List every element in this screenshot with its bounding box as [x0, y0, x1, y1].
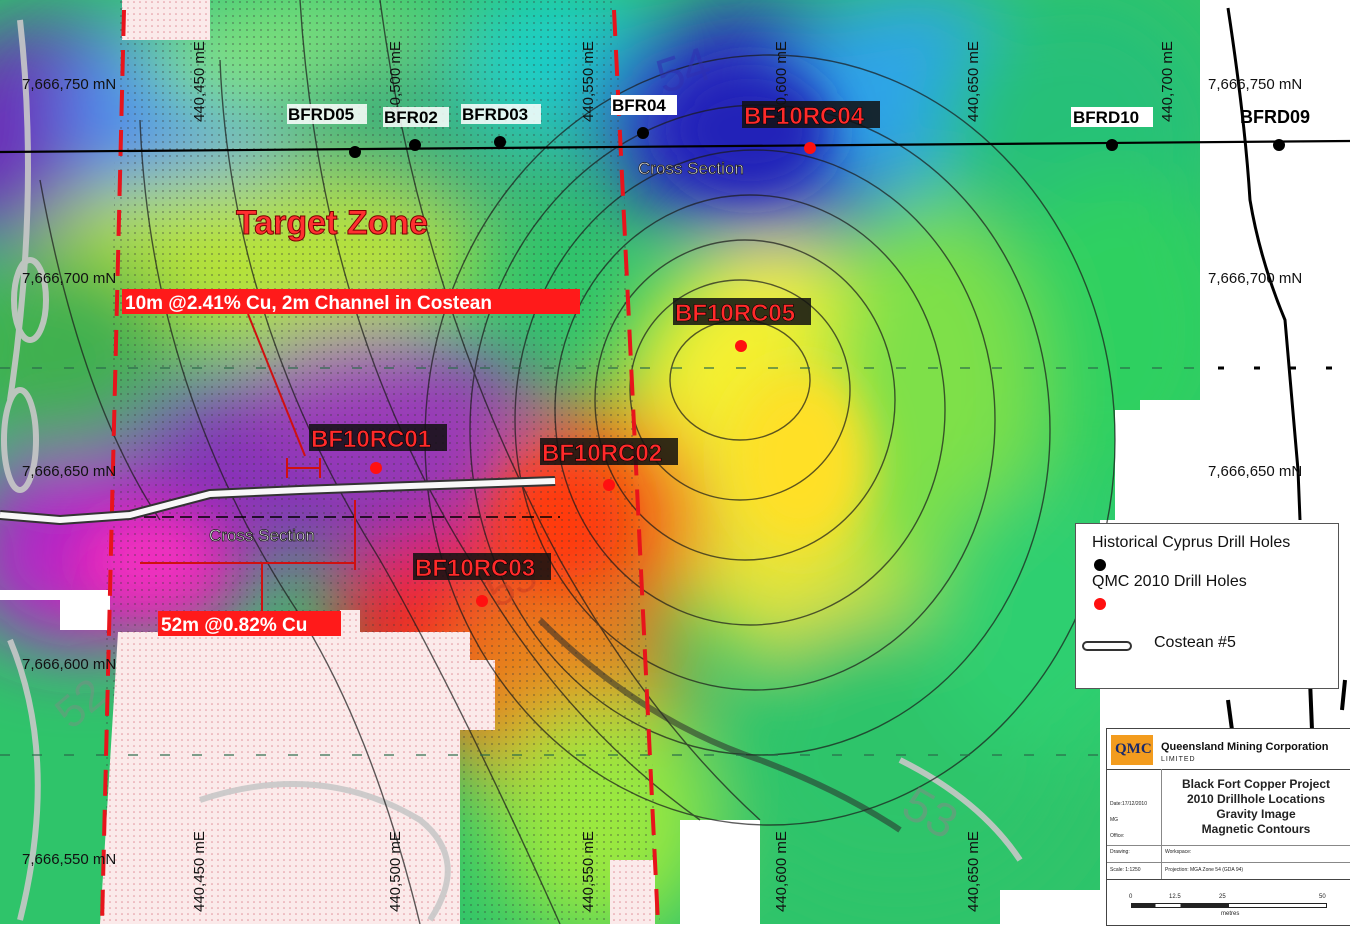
drill-hole-bf10rc02[interactable] [603, 479, 615, 491]
hole-label-bf10rc01: BF10RC01 [311, 426, 431, 453]
hole-label-bfrd09: BFRD09 [1240, 107, 1310, 127]
title-line: 2010 Drillhole Locations [1186, 792, 1326, 806]
hole-label-bf10rc03: BF10RC03 [415, 555, 535, 582]
hole-label-bf10rc02: BF10RC02 [542, 440, 662, 467]
drill-hole-bfr04[interactable] [637, 127, 649, 139]
workspace-field: Workspace: [1165, 849, 1192, 855]
northing-label-left: 7,666,700 mN [22, 270, 116, 287]
drill-hole-bf10rc01[interactable] [370, 462, 382, 474]
easting-label-bottom: 440,650 mE [965, 831, 982, 912]
easting-label-top: 440,450 mE [191, 41, 208, 122]
title-block: QMC Queensland Mining Corporation LIMITE… [1106, 728, 1350, 926]
legend-historical-label: Historical Cyprus Drill Holes [1092, 534, 1291, 551]
hole-label-bf10rc05: BF10RC05 [675, 300, 795, 327]
easting-label-bottom: 440,500 mE [387, 831, 404, 912]
easting-label-bottom: 440,450 mE [191, 831, 208, 912]
scalebar-tick: 12.5 [1169, 894, 1181, 900]
intercept-lower-label: 52m @0.82% Cu [161, 615, 307, 636]
target-zone-label: Target Zone [236, 204, 428, 242]
easting-label-bottom: 440,550 mE [580, 831, 597, 912]
easting-label-bottom: 440,600 mE [773, 831, 790, 912]
drill-hole-bfrd09[interactable] [1273, 139, 1285, 151]
easting-label-top: 440,500 mE [387, 41, 404, 122]
hole-label-bfrd05: BFRD05 [288, 105, 354, 124]
cross-section-label-top: Cross Section [638, 159, 744, 178]
office-field: Office: [1110, 833, 1125, 839]
drawing-field: Drawing: [1110, 849, 1130, 855]
scale-field: Scale: 1:1250 [1110, 867, 1141, 873]
title-line: Gravity Image [1216, 807, 1296, 821]
hole-label-bfrd03: BFRD03 [462, 105, 528, 124]
hole-label-bfr04: BFR04 [612, 96, 666, 115]
easting-label-top: 440,700 mE [1159, 41, 1176, 122]
hole-label-bfrd10: BFRD10 [1073, 108, 1139, 127]
drill-hole-bf10rc04[interactable] [804, 142, 816, 154]
northing-label-right: 7,666,650 mN [1208, 463, 1302, 480]
drill-hole-bfr02[interactable] [409, 139, 421, 151]
hole-label-bfr02: BFR02 [384, 108, 438, 127]
logo-text: QMC [1115, 741, 1152, 757]
legend-qmc-dot [1094, 598, 1106, 610]
northing-label-right: 7,666,700 mN [1208, 270, 1302, 287]
drill-hole-bfrd03[interactable] [494, 136, 506, 148]
scalebar-tick: 0 [1129, 894, 1133, 900]
scalebar-tick: 50 [1319, 894, 1326, 900]
date-field: Date:17/12/2010 [1110, 801, 1147, 807]
company-name: Queensland Mining Corporation [1161, 741, 1329, 753]
northing-label-right: 7,666,750 mN [1208, 76, 1302, 93]
qmc-logo: QMC [1111, 735, 1153, 765]
scalebar-tick: 25 [1219, 894, 1226, 900]
company-sub: LIMITED [1161, 756, 1196, 763]
projection-field: Projection: MGA Zone 54 (GDA 94) [1165, 867, 1244, 873]
legend-historical-dot [1094, 559, 1106, 571]
drawn-field: MG [1110, 817, 1119, 823]
qmc-drill-holes [370, 142, 816, 607]
scalebar-unit: metres [1221, 911, 1240, 917]
intercept-upper-label: 10m @2.41% Cu, 2m Channel in Costean [125, 293, 492, 314]
northing-label-left: 7,666,550 mN [22, 851, 116, 868]
drill-hole-bfrd05[interactable] [349, 146, 361, 158]
drill-hole-bf10rc03[interactable] [476, 595, 488, 607]
drill-hole-bf10rc05[interactable] [735, 340, 747, 352]
cross-section-label-bottom: Cross Section [209, 526, 315, 545]
scale-bar [1131, 903, 1327, 908]
hole-label-bf10rc04: BF10RC04 [744, 103, 865, 130]
title-line: Magnetic Contours [1201, 822, 1311, 836]
northing-label-left: 7,666,600 mN [22, 656, 116, 673]
legend-qmc-label: QMC 2010 Drill Holes [1092, 573, 1247, 590]
map-legend: Historical Cyprus Drill Holes QMC 2010 D… [1075, 523, 1339, 689]
northing-label-left: 7,666,650 mN [22, 463, 116, 480]
project-name: Black Fort Copper Project [1181, 777, 1331, 791]
historical-drill-holes [349, 127, 1285, 158]
northing-label-left: 7,666,750 mN [22, 76, 116, 93]
drill-hole-bfrd10[interactable] [1106, 139, 1118, 151]
easting-label-top: 440,550 mE [580, 41, 597, 122]
legend-costean-symbol [1082, 641, 1132, 651]
easting-label-top: 440,650 mE [965, 41, 982, 122]
legend-costean-label: Costean #5 [1154, 634, 1236, 651]
